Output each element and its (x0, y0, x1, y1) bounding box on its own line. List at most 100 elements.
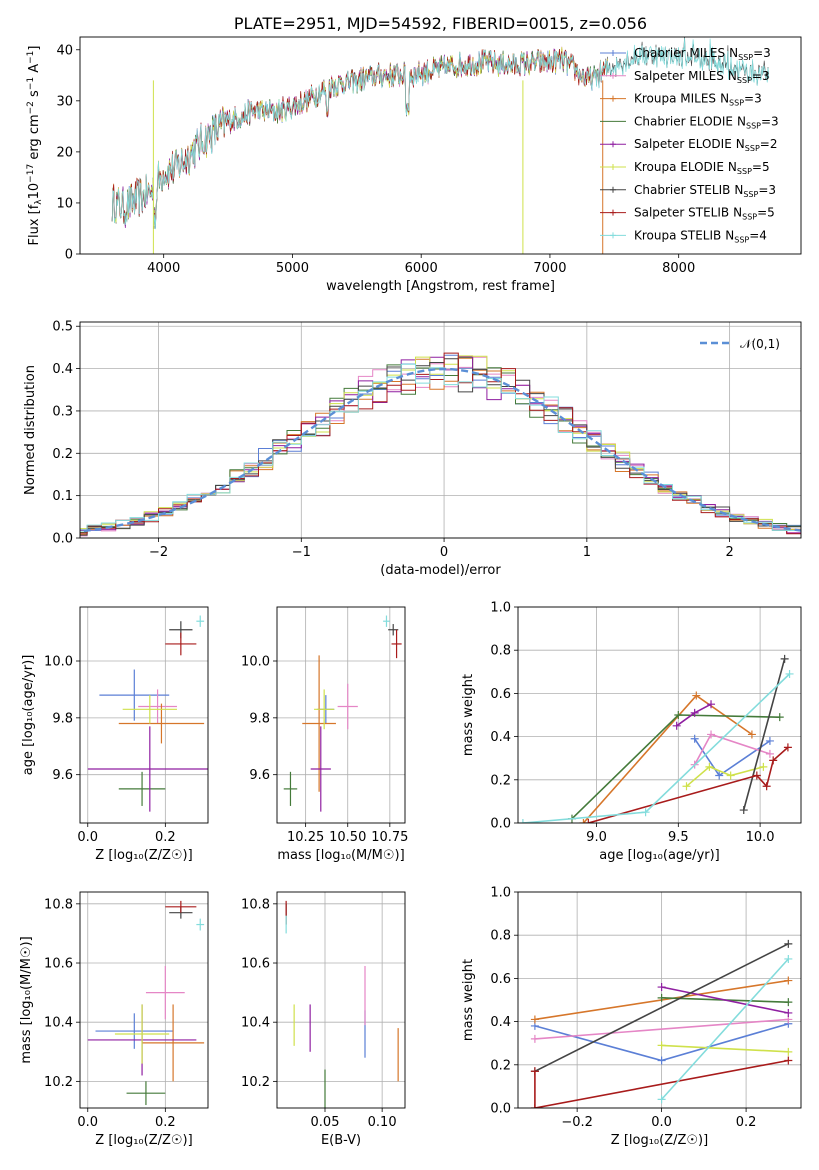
y-tick-label: 9.6 (249, 768, 270, 783)
series-2 (579, 691, 756, 823)
plot-area (530, 939, 793, 1108)
axes-frame (517, 606, 802, 824)
x-tick-label: −1 (292, 545, 311, 560)
legend-n: 3 (754, 92, 762, 106)
series-line (534, 1018, 789, 1040)
y-tick-label: 0.2 (490, 1058, 511, 1073)
legend-n-sub: SSP (737, 76, 752, 85)
legend-n-prefix: N (728, 160, 737, 174)
legend-name: Kroupa STELIB (634, 228, 721, 242)
histogram-series-7 (80, 352, 801, 535)
x-tick-label: 0.2 (155, 830, 176, 845)
y-tick-label: 0.4 (490, 730, 511, 745)
y-tick-label: 1.0 (490, 601, 511, 616)
y-tick-label: 0.0 (490, 1102, 511, 1117)
series-marker (715, 771, 724, 780)
data-point (383, 615, 390, 627)
series-marker (707, 730, 716, 739)
y-tick-label: 10.6 (241, 957, 270, 972)
x-axis-label: (data-model)/error (380, 563, 501, 578)
figure-layer: 4000 5000 6000 7000 8000010203040wavelength … (19, 14, 802, 1148)
y-tick-label: 10.4 (44, 1016, 73, 1031)
series-marker (784, 976, 793, 985)
y-tick-label: 10 (56, 196, 73, 211)
series-marker (784, 1047, 793, 1056)
y-tick-label: 1.0 (490, 886, 511, 901)
y-tick-label: 0.0 (490, 817, 511, 832)
series-marker (530, 1015, 539, 1024)
x-tick-label: 1 (583, 545, 591, 560)
histogram-series-8 (80, 363, 801, 536)
series-line (522, 673, 791, 823)
series-marker (530, 1034, 539, 1043)
chart-title: PLATE=2951, MJD=54592, FIBERID=0015, z=0… (234, 14, 647, 33)
series-marker (784, 954, 793, 963)
data-point (138, 689, 177, 724)
y-tick-label: 9.6 (52, 768, 73, 783)
legend-marker (610, 186, 616, 193)
panel-weight-vs-Z: −0.2 0.0 0.2 0.0 0.2 0.4 0.6 0.8 1.0 Z [log₁₀(Z/Z… (461, 886, 802, 1148)
legend-n: 5 (767, 206, 775, 220)
legend-eq: = (752, 160, 762, 174)
y-tick-label: 9.8 (249, 711, 270, 726)
series-marker (726, 771, 735, 780)
series-line (571, 714, 780, 820)
axes-frame (79, 606, 209, 824)
series-marker (530, 1067, 539, 1076)
legend-n-prefix: N (734, 183, 743, 197)
legend-n: 3 (762, 69, 770, 83)
data-point (118, 703, 205, 744)
x-tick-label: 0.2 (155, 1115, 176, 1130)
legend-name: Salpeter ELODIE (634, 137, 732, 151)
legend-n-sub: SSP (746, 121, 761, 130)
y-axis-label-part: Flux [f (27, 204, 42, 245)
x-tick-label: 0.05 (311, 1115, 340, 1130)
series-marker (769, 756, 778, 765)
y-tick-label: 10.0 (241, 655, 270, 670)
y-tick-label: 0.2 (52, 447, 73, 462)
plot-area (87, 615, 208, 812)
data-point (87, 726, 208, 812)
y-axis-label: mass weight (461, 674, 476, 756)
legend-marker (610, 50, 616, 56)
series-7 (584, 743, 792, 823)
legend-n-sub: SSP (729, 99, 744, 108)
legend-n: 4 (759, 228, 767, 242)
series-marker (747, 730, 756, 739)
y-axis-label-part: erg cm (27, 114, 42, 163)
legend-label: Kroupa MILES NSSP=3 (634, 92, 762, 108)
series-6 (739, 654, 789, 815)
series-marker (530, 1104, 539, 1108)
series-line (534, 943, 789, 1073)
series-marker (752, 771, 761, 780)
y-axis-label-part: −2 (26, 101, 36, 114)
series-7 (530, 1056, 793, 1108)
x-tick-label: 0 (440, 545, 448, 560)
legend-eq: = (761, 114, 771, 128)
y-axis-label-part: A (27, 64, 42, 77)
y-axis-label: mass [log₁₀(M/M☉)] (19, 936, 34, 1063)
panel-mass-vs-ebv: 0.05 0.10 10.2 10.4 10.6 10.8 E(B-V) (241, 891, 406, 1148)
series-marker (657, 1056, 666, 1065)
y-axis-label: age [log₁₀(age/yr)] (21, 655, 36, 776)
legend-name: Salpeter STELIB (634, 206, 729, 220)
x-tick-label: 10.25 (287, 830, 324, 845)
data-point (337, 683, 358, 730)
x-axis-label: age [log₁₀(age/yr)] (599, 848, 720, 863)
y-tick-label: 0.8 (490, 644, 511, 659)
legend-name: Salpeter MILES (634, 69, 724, 83)
legend-marker (610, 72, 616, 79)
data-point (145, 965, 185, 1020)
data-point (196, 918, 205, 931)
x-tick-label: 0.0 (77, 1115, 98, 1130)
y-axis-label-part: ] (27, 46, 42, 51)
legend-n-sub: SSP (738, 53, 753, 62)
normal-curve (80, 367, 801, 533)
data-point (314, 689, 335, 730)
panel-spectrum: 4000 5000 6000 7000 8000 0 10 20 30 40 wavelength … (26, 14, 802, 294)
x-tick-label: 0.10 (368, 1115, 397, 1130)
series-marker (690, 734, 699, 743)
legend-n-sub: SSP (742, 213, 757, 222)
y-tick-label: 0.4 (52, 362, 73, 377)
series-marker (765, 749, 774, 758)
